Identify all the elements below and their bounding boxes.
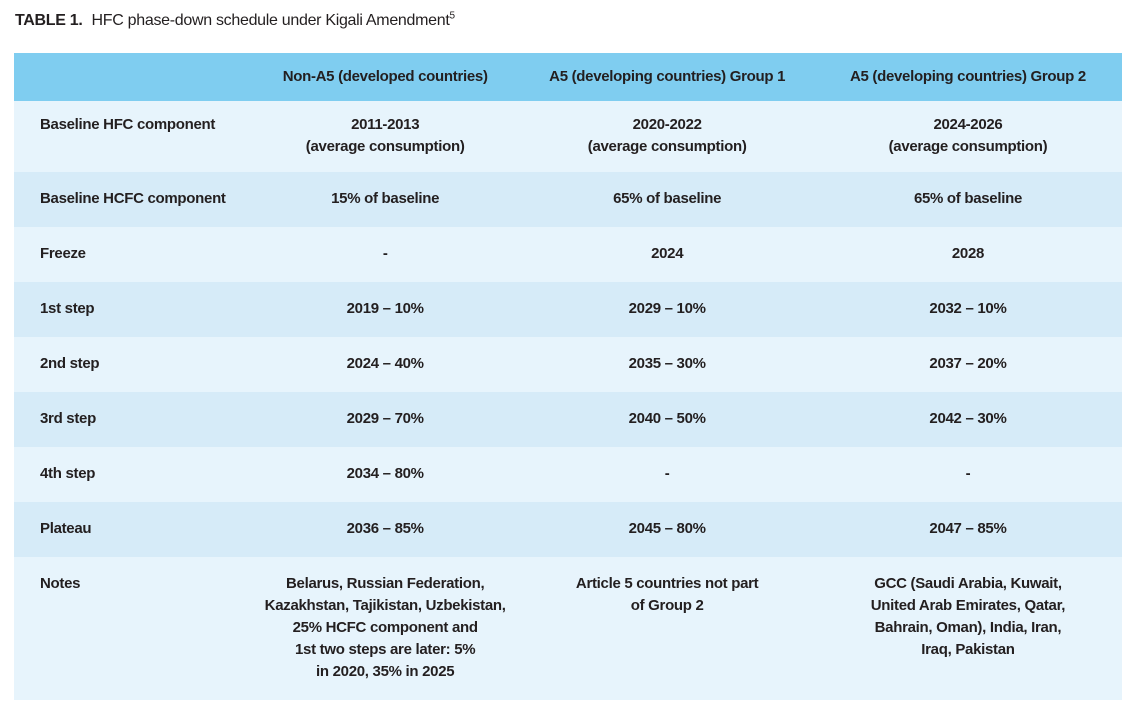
cell-non-a5: 2019 – 10%: [346, 300, 424, 317]
header-non-a5: Non-A5 (developed countries): [282, 68, 488, 85]
row-label: Baseline HFC component: [40, 116, 216, 133]
cell-a5-group1: 2029 – 10%: [628, 300, 706, 317]
cell-a5-group2: 2037 – 20%: [929, 355, 1007, 372]
header-a5-group1: A5 (developing countries) Group 1: [549, 68, 786, 85]
row-label: Notes: [40, 575, 81, 592]
cell-a5-group2: GCC (Saudi Arabia, Kuwait, United Arab E…: [870, 575, 1066, 658]
table-row-baseline-hcfc: Baseline HCFC component 15% of baseline …: [14, 172, 1122, 227]
cell-non-a5: Belarus, Russian Federation, Kazakhstan,…: [264, 575, 506, 680]
cell-a5-group2: 2028: [951, 245, 985, 262]
cell-a5-group1: -: [664, 465, 670, 482]
cell-non-a5: 15% of baseline: [331, 190, 440, 207]
cell-non-a5: 2011-2013 (average consumption): [305, 116, 465, 155]
cell-a5-group2: 2042 – 30%: [929, 410, 1007, 427]
cell-non-a5: -: [382, 245, 388, 262]
table-title: TABLE 1. HFC phase-down schedule under Ki…: [15, 10, 456, 30]
cell-a5-group2: -: [965, 465, 971, 482]
cell-a5-group1: 2024: [651, 245, 684, 262]
row-label: 3rd step: [40, 410, 96, 427]
table-number: TABLE 1.: [15, 12, 83, 29]
cell-a5-group1: 2045 – 80%: [628, 520, 706, 537]
cell-non-a5: 2024 – 40%: [346, 355, 424, 372]
row-label: Plateau: [40, 520, 92, 537]
cell-a5-group1: 2020-2022 (average consumption): [587, 116, 747, 155]
row-label: 1st step: [40, 300, 95, 317]
table-row-1st-step: 1st step 2019 – 10% 2029 – 10% 2032 – 10…: [14, 282, 1122, 337]
cell-non-a5: 2029 – 70%: [346, 410, 424, 427]
footnote-ref: 5: [449, 10, 456, 22]
row-label: 4th step: [40, 465, 96, 482]
cell-a5-group1: 2035 – 30%: [628, 355, 706, 372]
table-row-2nd-step: 2nd step 2024 – 40% 2035 – 30% 2037 – 20…: [14, 337, 1122, 392]
table-row-3rd-step: 3rd step 2029 – 70% 2040 – 50% 2042 – 30…: [14, 392, 1122, 447]
table-row-notes: Notes Belarus, Russian Federation, Kazak…: [14, 557, 1122, 700]
table-row-freeze: Freeze - 2024 2028: [14, 227, 1122, 282]
row-label: Baseline HCFC component: [40, 190, 226, 207]
row-label: 2nd step: [40, 355, 100, 372]
cell-a5-group2: 2047 – 85%: [929, 520, 1007, 537]
cell-a5-group2: 2024-2026 (average consumption): [888, 116, 1048, 155]
row-label: Freeze: [40, 245, 86, 262]
cell-a5-group1: Article 5 countries not part of Group 2: [575, 575, 759, 614]
cell-a5-group1: 2040 – 50%: [628, 410, 706, 427]
header-a5-group2: A5 (developing countries) Group 2: [849, 68, 1086, 85]
cell-a5-group2: 2032 – 10%: [929, 300, 1007, 317]
hfc-phase-down-table: Non-A5 (developed countries) A5 (develop…: [14, 53, 1122, 700]
cell-a5-group2: 65% of baseline: [913, 190, 1022, 207]
cell-a5-group1: 65% of baseline: [613, 190, 722, 207]
table-header-row: Non-A5 (developed countries) A5 (develop…: [14, 53, 1122, 101]
table-row-baseline-hfc: Baseline HFC component 2011-2013 (averag…: [14, 101, 1122, 172]
table-row-4th-step: 4th step 2034 – 80% - -: [14, 447, 1122, 502]
table-caption: HFC phase-down schedule under Kigali Ame…: [91, 12, 450, 29]
cell-non-a5: 2036 – 85%: [346, 520, 424, 537]
cell-non-a5: 2034 – 80%: [346, 465, 424, 482]
table-row-plateau: Plateau 2036 – 85% 2045 – 80% 2047 – 85%: [14, 502, 1122, 557]
